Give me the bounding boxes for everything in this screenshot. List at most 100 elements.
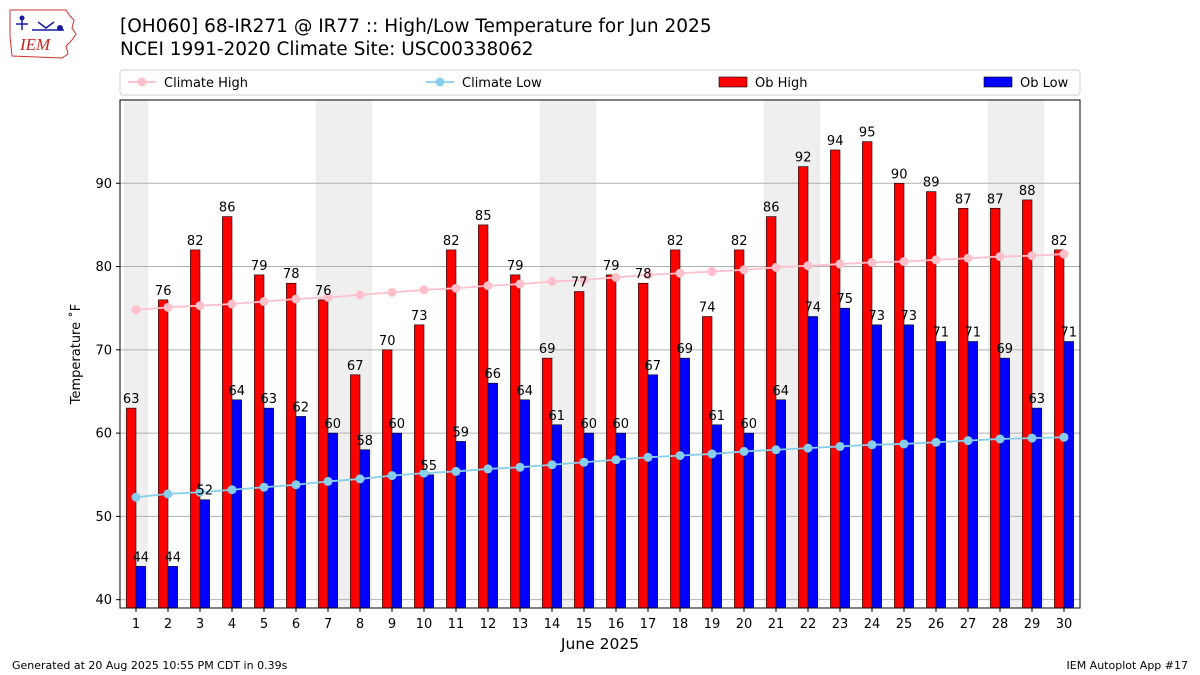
y-tick-label: 50 <box>95 510 112 525</box>
x-axis-label: June 2025 <box>560 635 639 653</box>
ob-low-value-label: 52 <box>197 484 214 499</box>
ob-low-bar <box>359 449 370 609</box>
ob-high-value-label: 76 <box>315 284 332 299</box>
climate-low-point <box>803 443 813 453</box>
ob-low-bar <box>487 382 498 609</box>
ob-high-bar <box>766 216 777 609</box>
ob-low-value-label: 67 <box>645 359 662 374</box>
ob-low-bar <box>455 441 466 609</box>
legend-climate-low-label: Climate Low <box>462 76 542 91</box>
climate-low-point <box>515 462 525 472</box>
ob-low-value-label: 63 <box>261 392 278 407</box>
climate-high-point <box>963 253 973 263</box>
climate-low-point <box>451 466 461 476</box>
y-tick-label: 60 <box>95 427 112 442</box>
ob-high-bar <box>926 191 937 609</box>
ob-high-bar <box>510 274 521 609</box>
ob-low-bar <box>263 407 274 609</box>
legend-box <box>119 69 1081 96</box>
ob-high-value-label: 94 <box>827 134 844 149</box>
climate-low-point <box>867 440 877 450</box>
ob-high-value-label: 95 <box>859 126 876 141</box>
climate-high-point <box>803 261 813 271</box>
climate-low-line <box>135 436 1065 499</box>
climate-high-point <box>1059 249 1069 259</box>
climate-low-point <box>643 452 653 462</box>
footer-app: IEM Autoplot App #17 <box>1066 659 1189 672</box>
ob-low-bar <box>807 316 818 609</box>
ob-low-bar <box>519 399 530 609</box>
ob-high-bar <box>798 166 809 609</box>
ob-low-value-label: 60 <box>581 417 598 432</box>
climate-low-point <box>387 471 397 481</box>
ob-low-bar <box>135 566 146 609</box>
x-tick-label: 16 <box>608 617 625 632</box>
climate-high-line <box>135 253 1065 311</box>
ob-high-value-label: 90 <box>891 167 908 182</box>
climate-high-point <box>195 301 205 311</box>
ob-high-value-label: 77 <box>571 276 588 291</box>
ob-low-value-label: 69 <box>677 342 694 357</box>
ob-low-bar <box>743 432 754 609</box>
ob-high-bar <box>318 299 329 609</box>
ob-high-bar <box>958 207 969 609</box>
y-axis-label: Temperature ˚F <box>68 304 84 405</box>
legend: Climate High Climate Low Ob High Ob Low <box>119 69 1081 96</box>
ob-high-value-label: 82 <box>187 234 204 249</box>
plot-frame <box>119 99 1081 609</box>
ob-high-value-label: 70 <box>379 334 396 349</box>
x-tick-label: 30 <box>1056 617 1073 632</box>
y-tick-label: 90 <box>95 177 112 192</box>
x-tick-label: 19 <box>704 617 721 632</box>
x-tick-label: 24 <box>864 617 881 632</box>
ob-high-value-label: 82 <box>1051 234 1068 249</box>
x-tick-label: 12 <box>480 617 497 632</box>
ob-high-bar <box>574 291 585 609</box>
x-tick-label: 23 <box>832 617 849 632</box>
ob-low-bar <box>199 499 210 609</box>
x-tick-label: 1 <box>132 617 140 632</box>
ob-high-value-label: 63 <box>123 392 140 407</box>
x-tick-label: 21 <box>768 617 785 632</box>
ob-high-bar <box>126 407 137 609</box>
climate-low-point <box>1027 433 1037 443</box>
climate-high-point <box>355 290 365 300</box>
ob-low-value-label: 71 <box>933 326 950 341</box>
ob-high-bar <box>254 274 265 609</box>
climate-high-point <box>323 292 333 302</box>
ob-low-bar <box>327 432 338 609</box>
ob-high-bar <box>638 282 649 609</box>
iem-logo-text: IEM <box>19 35 51 54</box>
ob-low-value-label: 71 <box>965 326 982 341</box>
climate-low-point <box>291 480 301 490</box>
ob-low-value-label: 61 <box>709 409 726 424</box>
x-tick-label: 7 <box>324 617 332 632</box>
ob-low-bar <box>903 324 914 609</box>
climate-low-point <box>419 468 429 478</box>
x-tick-label: 25 <box>896 617 913 632</box>
x-tick-label: 2 <box>164 617 172 632</box>
x-tick-label: 20 <box>736 617 753 632</box>
ob-low-value-label: 60 <box>325 417 342 432</box>
ob-high-value-label: 82 <box>731 234 748 249</box>
ob-high-value-label: 79 <box>507 259 524 274</box>
climate-low-point <box>707 449 717 459</box>
ob-high-value-label: 85 <box>475 209 492 224</box>
legend-climate-low-marker <box>435 77 445 87</box>
climate-high-point <box>163 302 173 312</box>
climate-high-point <box>1027 251 1037 261</box>
ob-low-value-label: 64 <box>517 384 534 399</box>
ob-low-value-label: 63 <box>1029 392 1046 407</box>
climate-low-point <box>579 457 589 467</box>
ob-high-value-label: 86 <box>219 201 236 216</box>
ob-low-value-label: 59 <box>453 425 470 440</box>
climate-low-point <box>163 489 173 499</box>
climate-high-point <box>227 299 237 309</box>
ob-high-value-label: 78 <box>283 267 300 282</box>
ob-low-bar <box>231 399 242 609</box>
ob-low-value-label: 69 <box>997 342 1014 357</box>
climate-low-point <box>323 476 333 486</box>
climate-high-point <box>835 259 845 269</box>
climate-low-point <box>675 451 685 461</box>
ob-low-value-label: 60 <box>613 417 630 432</box>
